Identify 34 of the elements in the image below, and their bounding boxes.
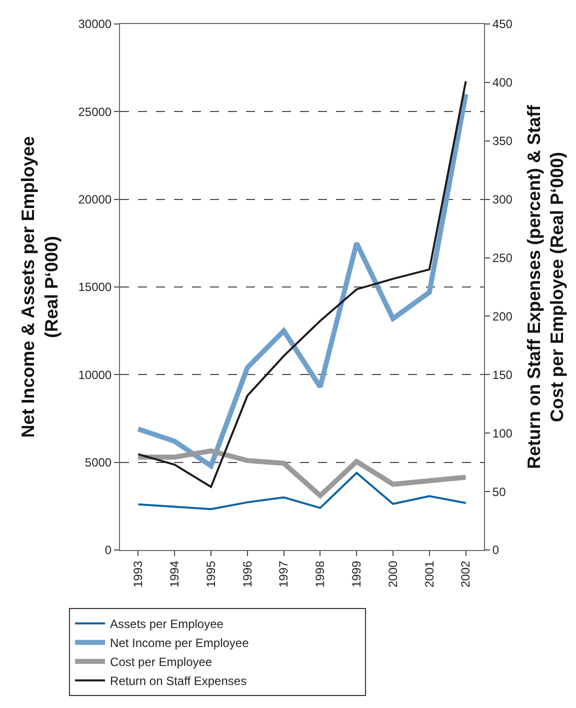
- y2-tick-label: 0: [492, 543, 500, 558]
- y2-axis-title: Return on Staff Expenses (percent) & Staff Cost per Employee (Real P‘000): [524, 104, 568, 470]
- legend-label: Return on Staff Expenses: [110, 674, 247, 688]
- legend-label: Cost per Employee: [110, 655, 212, 670]
- y-axis-title: Net Income & Assets per Employee (Real P‘000): [18, 136, 62, 438]
- x-tick-label: 1998: [313, 560, 328, 588]
- x-tick-label: 1994: [168, 560, 182, 588]
- y2-tick-label: 100: [492, 426, 513, 440]
- y2-tick-label: 200: [492, 309, 513, 324]
- y2-tick-label: 250: [492, 250, 513, 265]
- legend-label: Assets per Employee: [110, 617, 224, 632]
- y2-tick-label: 350: [492, 134, 513, 148]
- y2-tick-label: 150: [492, 368, 513, 382]
- y-tick-label: 20000: [78, 192, 112, 207]
- y2-tick-label: 50: [492, 484, 506, 499]
- x-tick-label: 2001: [422, 560, 436, 588]
- y-tick-label: 30000: [78, 17, 112, 32]
- y-tick-label: 0: [104, 543, 112, 558]
- x-tick-label: 2000: [386, 560, 400, 588]
- legend-label: Net Income per Employee: [110, 636, 250, 650]
- y-tick-label: 10000: [78, 368, 112, 382]
- y-tick-label: 25000: [78, 104, 112, 119]
- line-series: [137, 472, 467, 510]
- x-tick-label: 1997: [276, 560, 291, 588]
- y2-tick-label: 450: [492, 17, 513, 32]
- x-tick-label: 1995: [204, 560, 218, 588]
- x-tick-label: 1996: [240, 560, 254, 588]
- x-tick-label: 1993: [131, 560, 146, 588]
- y-tick-label: 15000: [78, 280, 112, 294]
- y2-tick-label: 400: [492, 76, 513, 90]
- y-tick-label: 5000: [84, 456, 112, 470]
- y2-tick-label: 300: [492, 192, 513, 207]
- x-tick-label: 2002: [458, 560, 473, 588]
- x-tick-label: 1999: [350, 560, 364, 588]
